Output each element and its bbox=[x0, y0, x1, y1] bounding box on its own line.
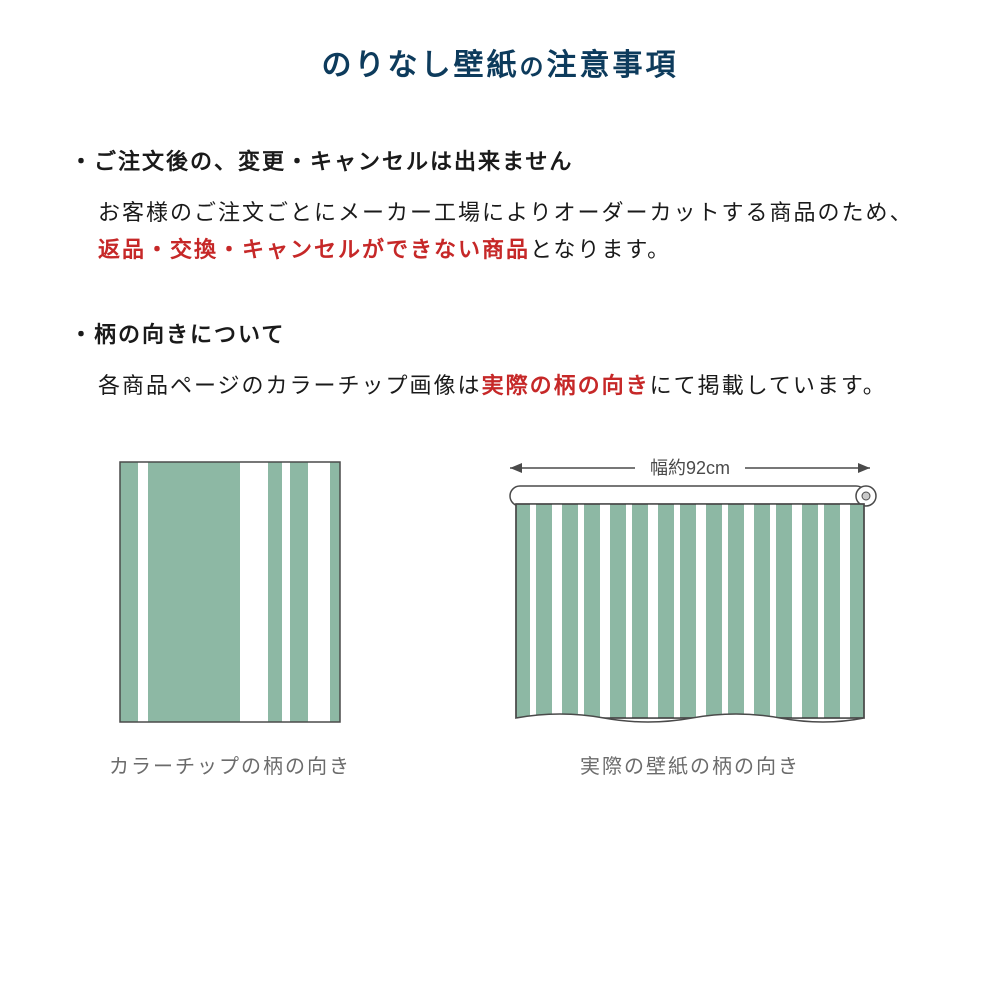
section-cancellation: ・ご注文後の、変更・キャンセルは出来ません お客様のご注文ごとにメーカー工場によ… bbox=[70, 144, 930, 269]
illustration-color-chip: カラーチップの柄の向き bbox=[100, 452, 360, 779]
wallpaper-roll-svg: 幅約92cm bbox=[480, 452, 900, 732]
section-pattern-direction: ・柄の向きについて 各商品ページのカラーチップ画像は実際の柄の向きにて掲載してい… bbox=[70, 317, 930, 404]
section2-body-pre: 各商品ページのカラーチップ画像は bbox=[98, 373, 482, 398]
title-joiner: の bbox=[520, 54, 547, 81]
illustration-right-caption: 実際の壁紙の柄の向き bbox=[580, 750, 800, 779]
title-suffix: 注意事項 bbox=[547, 49, 679, 82]
illustration-wallpaper-roll: 幅約92cm bbox=[480, 452, 900, 779]
section1-heading: ・ご注文後の、変更・キャンセルは出来ません bbox=[70, 144, 930, 176]
width-label-text: 幅約92cm bbox=[650, 458, 730, 478]
section2-body-red: 実際の柄の向き bbox=[482, 373, 650, 398]
section2-body: 各商品ページのカラーチップ画像は実際の柄の向きにて掲載しています。 bbox=[98, 367, 930, 404]
section1-body: お客様のご注文ごとにメーカー工場によりオーダーカットする商品のため、返品・交換・… bbox=[98, 194, 930, 269]
page-title: のりなし壁紙の注意事項 bbox=[70, 40, 930, 84]
illustrations-row: カラーチップの柄の向き 幅約92cm bbox=[70, 452, 930, 779]
section2-body-post: にて掲載しています。 bbox=[650, 373, 887, 398]
section2-heading: ・柄の向きについて bbox=[70, 317, 930, 349]
section1-body-red: 返品・交換・キャンセルができない商品 bbox=[98, 237, 530, 262]
section1-body-pre: お客様のご注文ごとにメーカー工場によりオーダーカットする商品のため、 bbox=[98, 200, 914, 225]
color-chip-svg bbox=[100, 452, 360, 732]
illustration-left-caption: カラーチップの柄の向き bbox=[109, 750, 351, 779]
section1-body-post: となります。 bbox=[530, 237, 671, 262]
title-prefix: のりなし壁紙 bbox=[322, 49, 520, 82]
